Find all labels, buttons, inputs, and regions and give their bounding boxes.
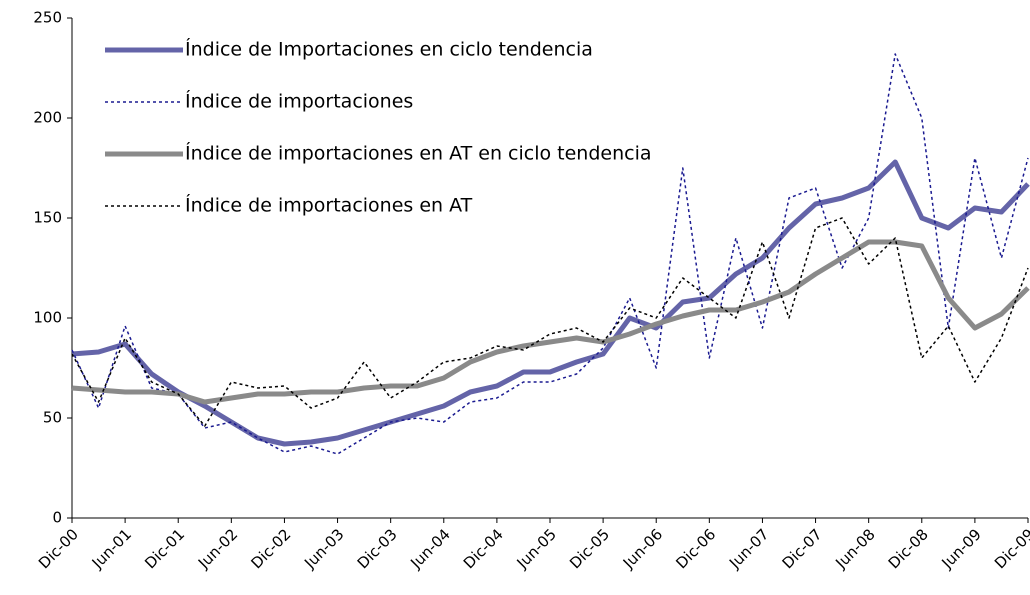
legend-label: Índice de importaciones en AT en ciclo t… <box>185 142 652 165</box>
x-tick-label: Dic-00 <box>35 525 82 572</box>
x-tick-label: Jun-03 <box>300 525 347 572</box>
x-tick-label: Dic-07 <box>779 525 826 572</box>
x-tick-label: Jun-05 <box>513 525 560 572</box>
x-tick-label: Jun-08 <box>831 525 878 572</box>
x-tick-label: Dic-09 <box>991 525 1030 572</box>
y-tick-label: 150 <box>33 209 62 227</box>
x-tick-label: Dic-03 <box>354 525 401 572</box>
x-tick-label: Jun-01 <box>88 525 135 572</box>
x-tick-label: Jun-04 <box>406 525 453 572</box>
y-tick-label: 50 <box>43 409 62 427</box>
x-tick-label: Dic-05 <box>566 525 613 572</box>
y-tick-label: 200 <box>33 109 62 127</box>
x-tick-label: Jun-09 <box>938 525 985 572</box>
y-tick-label: 0 <box>52 509 62 527</box>
x-tick-label: Dic-08 <box>885 525 932 572</box>
series-line <box>71 217 1029 427</box>
y-tick-label: 250 <box>33 9 62 27</box>
x-tick-label: Jun-06 <box>619 525 666 572</box>
series-line <box>71 239 1030 405</box>
legend-label: Índice de Importaciones en ciclo tendenc… <box>185 38 593 61</box>
series-line <box>71 159 1030 447</box>
legend-label: Índice de importaciones en AT <box>185 194 473 217</box>
x-tick-label: Dic-04 <box>460 525 507 572</box>
x-tick-label: Dic-06 <box>672 525 719 572</box>
x-tick-label: Dic-02 <box>247 525 294 572</box>
series-line <box>71 53 1029 455</box>
y-tick-label: 100 <box>33 309 62 327</box>
x-tick-label: Dic-01 <box>141 525 188 572</box>
x-tick-label: Jun-07 <box>725 525 772 572</box>
legend-label: Índice de importaciones <box>185 90 413 113</box>
x-tick-label: Jun-02 <box>194 525 241 572</box>
